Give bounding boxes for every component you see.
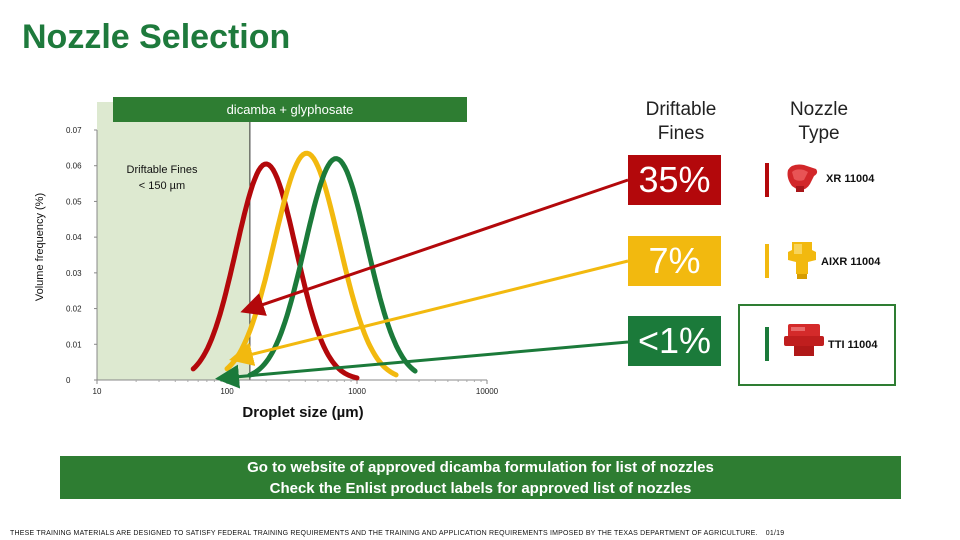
tti-nozzle-icon xyxy=(784,324,824,356)
distribution-curve-xr-11004 xyxy=(190,161,360,381)
aixr-nozzle-name: AIXR 11004 xyxy=(821,256,881,268)
xr-nozzle-name: XR 11004 xyxy=(826,173,875,185)
driftable-region-label-line2: < 150 µm xyxy=(139,180,185,192)
y-tick-label: 0.02 xyxy=(66,305,82,314)
pointer-arrow-aixr-11004 xyxy=(229,259,629,366)
x-tick-label: 100 xyxy=(220,387,234,396)
nozzle-header-line1: Nozzle xyxy=(789,99,849,120)
aixr-driftable-percent: 7% xyxy=(628,236,721,286)
tti-color-marker xyxy=(765,327,769,361)
banner-line2: Check the Enlist product labels for appr… xyxy=(269,480,692,497)
x-tick-label: 10 xyxy=(93,387,102,396)
y-tick-label: 0.05 xyxy=(66,197,82,206)
y-tick-label: 0.07 xyxy=(66,126,82,135)
x-tick-label: 1000 xyxy=(348,387,366,396)
driftable-header-line2: Fines xyxy=(657,123,705,144)
xr-color-marker xyxy=(765,163,769,197)
distribution-curve-tti-11004 xyxy=(247,156,418,378)
xr-nozzle-icon xyxy=(787,164,818,192)
slide-title: Nozzle Selection xyxy=(22,18,291,56)
xr-driftable-percent: 35% xyxy=(628,155,721,205)
pointer-arrow-tti-11004 xyxy=(215,340,629,389)
y-axis-label: Volume frequency (%) xyxy=(34,193,46,301)
footer-text: THESE TRAINING MATERIALS ARE DESIGNED TO… xyxy=(10,530,758,537)
nozzle-guidance-banner: Go to website of approved dicamba formul… xyxy=(60,456,901,499)
tti-nozzle-name: TTI 11004 xyxy=(828,339,878,351)
driftable-fines-header: Driftable Fines xyxy=(626,98,736,146)
driftable-header-line1: Driftable xyxy=(645,99,717,120)
x-tick-label: 10000 xyxy=(476,387,499,396)
y-tick-label: 0.06 xyxy=(66,162,82,171)
y-tick-label: 0 xyxy=(66,376,71,385)
axis-ticks: 0 0.01 0.02 0.03 0.04 0.05 0.06 0.07 10 100 1000 10… xyxy=(66,126,499,396)
y-tick-label: 0.01 xyxy=(66,340,82,349)
pointer-arrows xyxy=(215,178,629,389)
page-number: 01/19 xyxy=(765,530,785,537)
y-tick-label: 0.04 xyxy=(66,233,82,242)
footer-disclaimer: THESE TRAINING MATERIALS ARE DESIGNED TO… xyxy=(10,530,784,537)
chart-legend-bar: dicamba + glyphosate xyxy=(113,97,467,122)
y-tick-label: 0.03 xyxy=(66,269,82,278)
aixr-color-marker xyxy=(765,244,769,278)
nozzle-header-line2: Type xyxy=(798,123,840,144)
aixr-nozzle-icon xyxy=(788,242,816,279)
driftable-fines-region xyxy=(97,102,250,380)
nozzle-type-header: Nozzle Type xyxy=(764,98,874,146)
banner-line1: Go to website of approved dicamba formul… xyxy=(247,459,714,476)
recommended-nozzle-frame xyxy=(738,304,896,386)
tti-driftable-percent: <1% xyxy=(628,316,721,366)
x-axis-label: Droplet size (µm) xyxy=(242,404,363,421)
driftable-region-label-line1: Driftable Fines xyxy=(127,164,198,176)
pointer-arrow-xr-11004 xyxy=(240,178,629,316)
